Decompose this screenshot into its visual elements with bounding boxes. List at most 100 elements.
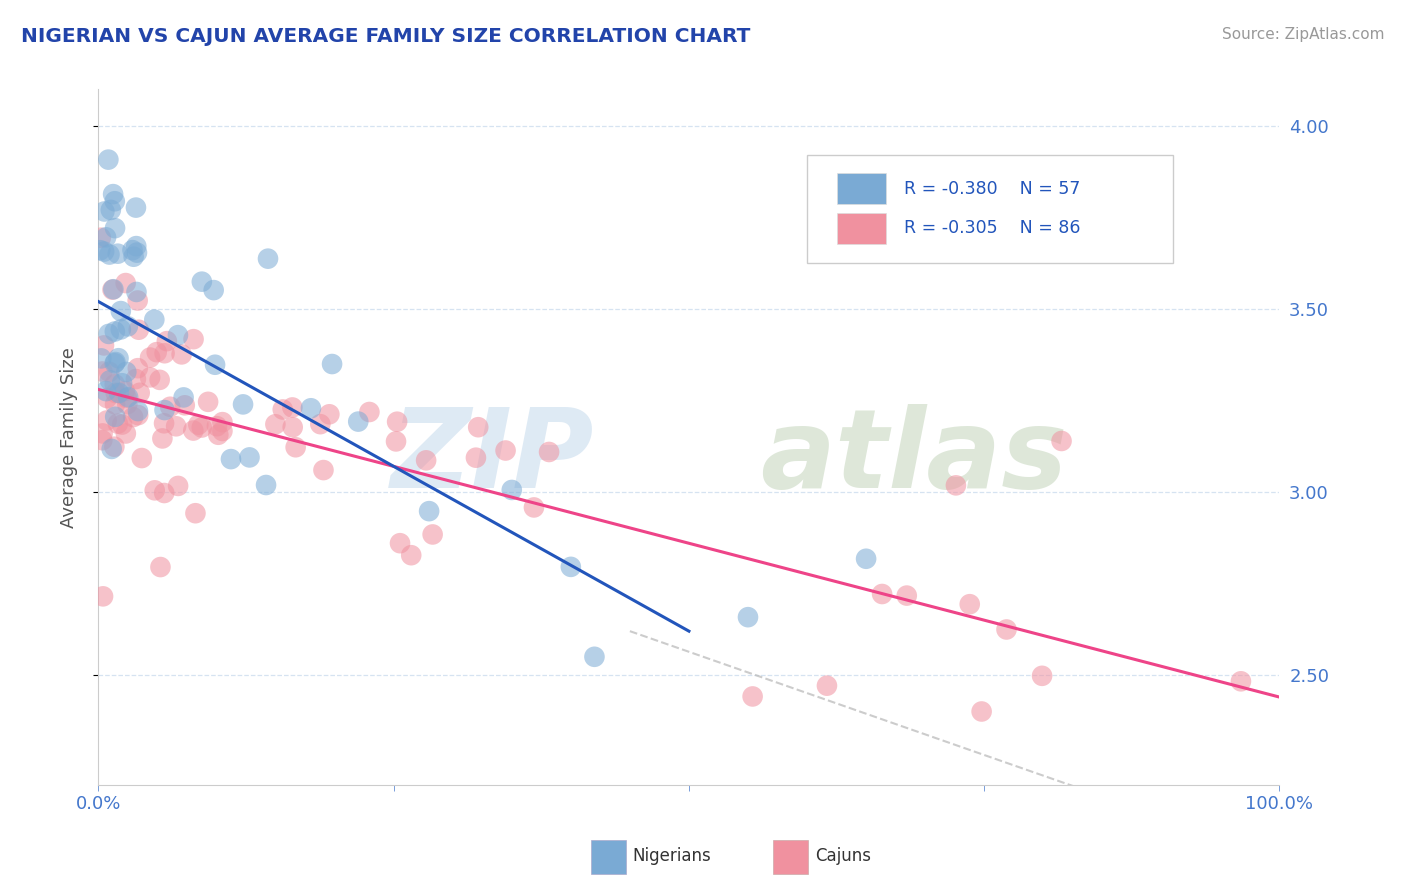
Point (211, 415, 233, 429)
Point (96, 391, 118, 405)
Point (125, 201, 148, 215)
Point (114, 384, 136, 398)
Point (204, 358, 226, 372)
Point (183, 332, 205, 346)
Point (501, 483, 523, 497)
Bar (837, 173, 886, 204)
Text: Cajuns: Cajuns (815, 847, 872, 865)
Point (284, 440, 307, 454)
Text: NIGERIAN VS CAJUN AVERAGE FAMILY SIZE CORRELATION CHART: NIGERIAN VS CAJUN AVERAGE FAMILY SIZE CO… (21, 27, 751, 45)
Point (271, 402, 294, 417)
Point (187, 417, 209, 432)
Point (90, 230, 112, 244)
Point (299, 401, 322, 416)
Point (104, 377, 127, 392)
Point (232, 397, 254, 411)
Point (125, 239, 148, 253)
Point (104, 194, 127, 209)
Bar (837, 213, 886, 244)
Point (1031, 669, 1053, 683)
Point (156, 334, 179, 348)
Point (91, 590, 114, 604)
Point (104, 325, 127, 339)
Text: ZIP: ZIP (391, 404, 595, 511)
Point (110, 322, 132, 336)
Point (523, 500, 546, 515)
Point (91, 434, 114, 448)
Point (970, 705, 993, 719)
Point (117, 397, 139, 411)
Point (173, 398, 195, 412)
Point (143, 312, 166, 326)
Point (959, 597, 981, 611)
Point (281, 420, 304, 434)
Point (173, 391, 195, 405)
Point (97, 153, 120, 167)
Point (111, 376, 134, 391)
Point (347, 415, 370, 429)
Point (211, 424, 233, 438)
Point (184, 506, 207, 520)
Point (741, 690, 763, 704)
Point (191, 275, 214, 289)
Y-axis label: Average Family Size: Average Family Size (59, 347, 77, 527)
Point (318, 407, 340, 421)
Point (238, 450, 260, 465)
Text: R = -0.305    N = 86: R = -0.305 N = 86 (904, 219, 1080, 237)
Point (115, 365, 138, 379)
Point (149, 560, 172, 574)
Point (107, 351, 129, 366)
Point (167, 328, 190, 343)
Point (896, 589, 918, 603)
Point (191, 420, 214, 434)
Point (91, 426, 114, 441)
Point (202, 283, 225, 297)
Point (1230, 674, 1253, 689)
Point (100, 202, 122, 217)
Point (167, 479, 190, 493)
Point (115, 391, 138, 405)
Point (110, 304, 132, 318)
Point (127, 408, 149, 422)
Point (153, 486, 176, 500)
Point (312, 463, 335, 477)
Point (90, 351, 112, 366)
Point (389, 536, 412, 550)
Point (104, 221, 127, 235)
Point (104, 356, 127, 370)
Point (309, 417, 332, 432)
Text: Source: ZipAtlas.com: Source: ZipAtlas.com (1222, 27, 1385, 42)
Point (97, 326, 120, 341)
Point (103, 440, 125, 454)
Point (385, 415, 408, 429)
Point (139, 351, 162, 365)
Point (94, 230, 117, 244)
Point (104, 355, 127, 369)
Point (159, 400, 181, 414)
Point (125, 372, 148, 386)
Point (127, 361, 149, 376)
Point (1050, 434, 1073, 448)
Point (98, 247, 121, 261)
Point (153, 403, 176, 417)
Point (101, 187, 124, 202)
Point (257, 252, 280, 266)
Point (152, 432, 174, 446)
Point (465, 450, 488, 465)
Point (104, 397, 127, 411)
Point (855, 551, 877, 566)
Point (128, 323, 150, 337)
Point (264, 417, 287, 432)
Point (103, 282, 125, 296)
Point (104, 386, 127, 401)
Point (815, 679, 838, 693)
Point (321, 357, 343, 371)
Point (125, 285, 148, 299)
Point (415, 453, 437, 467)
Point (385, 434, 408, 449)
Point (153, 417, 176, 431)
Point (583, 649, 606, 664)
Point (153, 346, 176, 360)
Point (205, 419, 228, 434)
Point (96, 413, 118, 427)
